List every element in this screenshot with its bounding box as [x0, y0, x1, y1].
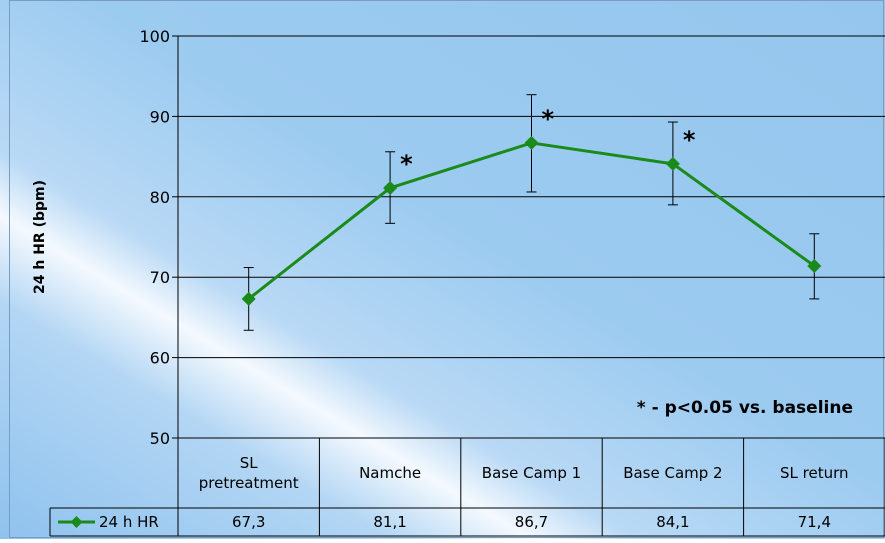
y-tick-label: 90 — [150, 107, 170, 126]
table-value: 67,3 — [232, 513, 265, 531]
y-tick-label: 50 — [150, 429, 170, 448]
y-axis-title: 24 h HR (bpm) — [32, 180, 48, 294]
category-label: pretreatment — [199, 474, 299, 492]
significance-marker: * — [400, 150, 413, 178]
y-tick-label: 70 — [150, 268, 170, 287]
y-tick-label: 100 — [139, 27, 170, 46]
category-label: Base Camp 1 — [482, 464, 581, 482]
category-label: Base Camp 2 — [623, 464, 722, 482]
significance-marker: * — [683, 126, 696, 154]
legend-label: 24 h HR — [99, 513, 159, 531]
annotation: * - p<0.05 vs. baseline — [637, 398, 853, 418]
category-label: SL return — [780, 464, 849, 482]
table-value: 81,1 — [373, 513, 406, 531]
table-value: 84,1 — [656, 513, 689, 531]
significance-marker: * — [542, 105, 555, 133]
category-label: SL — [240, 454, 259, 472]
y-tick-label: 80 — [150, 188, 170, 207]
category-label: Namche — [359, 464, 421, 482]
y-tick-label: 60 — [150, 349, 170, 368]
table-value: 86,7 — [515, 513, 548, 531]
table-value: 71,4 — [798, 513, 831, 531]
